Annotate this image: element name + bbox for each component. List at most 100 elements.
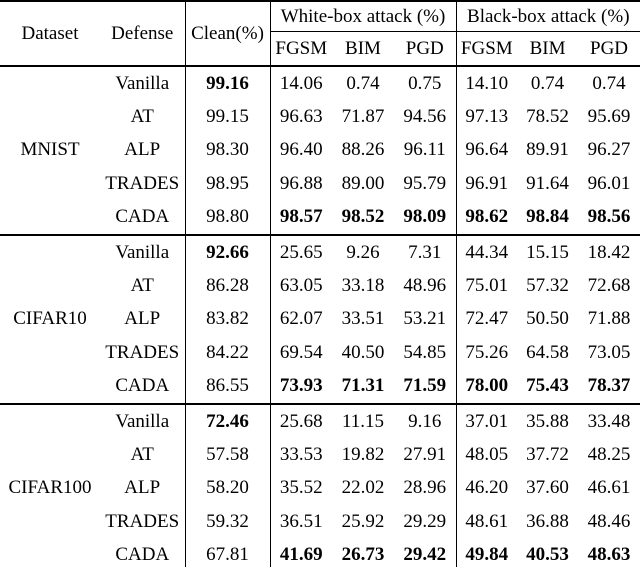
cell-bb-bim: 36.88 (526, 510, 569, 532)
cell-clean: 98.80 (184, 200, 270, 235)
cell-wb-bim: 19.82 (341, 443, 385, 465)
cell-clean: 59.32 (184, 505, 270, 539)
cell-bb-pgd: 96.01 (587, 172, 631, 194)
col-header-whitebox: White-box attack (%) (269, 1, 457, 32)
cell-bb-fgsm: 75.26 (455, 336, 518, 370)
cell-dataset-group: CIFAR100 (0, 402, 100, 567)
cell-clean: 84.22 (184, 336, 270, 370)
cell-clean: 98.30 (184, 133, 270, 168)
cell-bb-pgd: 18.42 (578, 233, 640, 270)
cell-clean: 83.82 (184, 302, 270, 337)
table-row: AT 99.15 96.63 71.87 94.56 97.13 78.52 9… (0, 100, 640, 134)
cell-wb-fgsm: 98.57 (269, 200, 332, 235)
table-row: AT 57.58 33.53 19.82 27.91 48.05 37.72 4… (0, 438, 640, 472)
col-header-bb-bim: BIM (529, 37, 566, 59)
cell-wb-fgsm: 35.52 (269, 471, 332, 506)
cell-wb-bim: 9.26 (332, 233, 394, 270)
cell-wb-bim: 0.74 (332, 64, 394, 101)
cell-bb-fgsm: 48.61 (455, 505, 518, 539)
col-header-wb-fgsm: FGSM (269, 31, 332, 66)
cell-wb-bim: 33.18 (341, 275, 385, 297)
cell-bb-pgd: 33.48 (578, 402, 640, 439)
table-row: AT 86.28 63.05 33.18 48.96 75.01 57.32 7… (0, 269, 640, 303)
cell-defense: CADA (115, 544, 170, 566)
cell-wb-bim: 11.15 (332, 402, 394, 439)
cell-bb-fgsm: 78.00 (455, 369, 518, 404)
cell-wb-bim: 33.51 (341, 308, 385, 330)
cell-clean: 58.20 (184, 471, 270, 506)
cell-wb-pgd: 95.79 (403, 172, 447, 194)
group-cifar10: CIFAR10 Vanilla 92.66 25.65 9.26 7.31 44… (0, 233, 640, 404)
cell-wb-bim: 89.00 (341, 172, 385, 194)
cell-bb-fgsm: 49.84 (455, 538, 518, 567)
cell-wb-fgsm: 96.63 (269, 100, 332, 134)
cell-wb-pgd: 94.56 (403, 106, 447, 128)
cell-defense: ALP (124, 139, 161, 161)
col-header-wb-bim: BIM (345, 37, 381, 59)
cell-bb-pgd: 46.61 (587, 477, 631, 499)
cell-defense: CADA (115, 375, 170, 397)
cell-defense: Vanilla (100, 64, 185, 101)
cell-defense: ALP (124, 308, 161, 330)
cell-wb-bim: 22.02 (341, 477, 385, 499)
cell-clean: 99.16 (184, 64, 270, 101)
cell-wb-fgsm: 41.69 (269, 538, 332, 567)
cell-wb-pgd: 53.21 (403, 308, 447, 330)
cell-clean: 99.15 (184, 100, 270, 134)
cell-bb-pgd: 72.68 (587, 275, 631, 297)
cell-bb-pgd: 48.25 (587, 443, 631, 465)
cell-clean: 98.95 (184, 167, 270, 201)
cell-bb-bim: 35.88 (517, 402, 579, 439)
group-mnist: MNIST Vanilla 99.16 14.06 0.74 0.75 14.1… (0, 64, 640, 235)
cell-wb-pgd: 0.75 (394, 64, 457, 101)
cell-wb-pgd: 7.31 (394, 233, 457, 270)
header-row-attacks: FGSM BIM PGD FGSM BIM PGD (0, 31, 640, 66)
cell-wb-bim: 71.87 (341, 106, 385, 128)
cell-clean: 57.58 (184, 438, 270, 472)
cell-bb-fgsm: 97.13 (455, 100, 518, 134)
col-header-defense: Defense (111, 22, 174, 44)
table-row: CADA 86.55 73.93 71.31 71.59 78.00 75.43… (0, 369, 640, 404)
cell-bb-bim: 0.74 (517, 64, 579, 101)
cell-wb-pgd: 29.42 (403, 544, 447, 566)
cell-wb-pgd: 29.29 (403, 510, 447, 532)
col-header-bb-pgd: PGD (590, 37, 629, 59)
cell-wb-bim: 71.31 (341, 375, 385, 397)
col-header-clean: Clean(%) (184, 1, 270, 66)
cell-wb-pgd: 96.11 (403, 139, 446, 161)
cell-dataset-group: MNIST (0, 65, 100, 235)
cell-defense: Vanilla (100, 233, 185, 270)
cell-bb-pgd: 98.56 (587, 206, 631, 228)
table-row: CADA 98.80 98.57 98.52 98.09 98.62 98.84… (0, 200, 640, 235)
cell-bb-pgd: 78.37 (587, 375, 631, 397)
group-cifar100: CIFAR100 Vanilla 72.46 25.68 11.15 9.16 … (0, 402, 640, 567)
cell-wb-fgsm: 33.53 (269, 438, 332, 472)
cell-bb-bim: 91.64 (526, 172, 569, 194)
cell-clean: 86.28 (184, 269, 270, 303)
cell-bb-pgd: 95.69 (587, 106, 631, 128)
cell-wb-fgsm: 96.88 (269, 167, 332, 201)
cell-wb-pgd: 54.85 (403, 341, 447, 363)
table-row: MNIST Vanilla 99.16 14.06 0.74 0.75 14.1… (0, 64, 640, 235)
cell-bb-bim: 50.50 (526, 308, 569, 330)
table-row: TRADES 98.95 96.88 89.00 95.79 96.91 91.… (0, 167, 640, 201)
cell-bb-bim: 64.58 (526, 341, 569, 363)
cell-clean: 67.81 (184, 538, 270, 567)
cell-bb-pgd: 73.05 (587, 341, 631, 363)
cell-defense: ALP (124, 477, 161, 499)
cell-defense: TRADES (105, 510, 180, 532)
cell-wb-fgsm: 96.40 (269, 133, 332, 168)
cell-defense: AT (130, 275, 154, 297)
cell-wb-pgd: 9.16 (394, 402, 457, 439)
col-header-dataset: Dataset (21, 22, 79, 44)
cell-bb-bim: 37.60 (526, 477, 569, 499)
cell-wb-fgsm: 14.06 (269, 64, 332, 101)
table-row: ALP 83.82 62.07 33.51 53.21 72.47 50.50 … (0, 302, 640, 337)
cell-bb-bim: 57.32 (526, 275, 569, 297)
cell-bb-fgsm: 96.64 (455, 133, 518, 168)
table-row: TRADES 84.22 69.54 40.50 54.85 75.26 64.… (0, 336, 640, 370)
cell-wb-pgd: 28.96 (403, 477, 447, 499)
cell-wb-pgd: 27.91 (403, 443, 447, 465)
